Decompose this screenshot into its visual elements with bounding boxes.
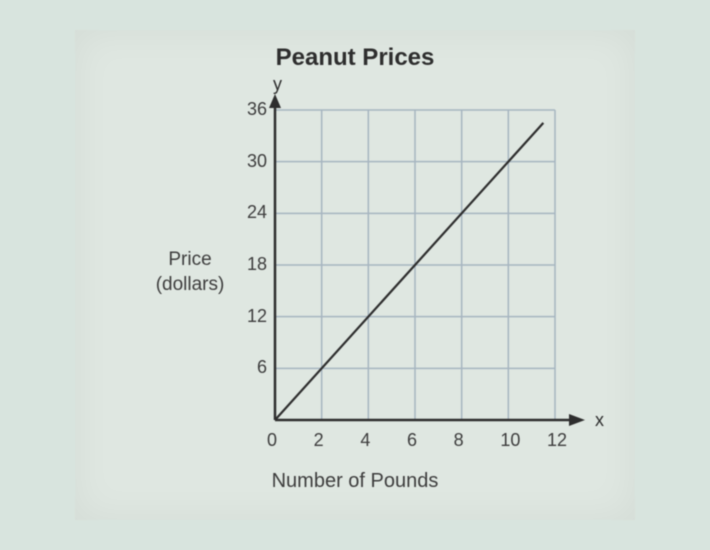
y-tick: 18 xyxy=(247,254,267,275)
x-axis-label: Number of Pounds xyxy=(75,470,635,493)
y-axis-label: Price (dollars) xyxy=(135,248,245,297)
y-tick: 24 xyxy=(247,202,267,223)
x-tick: 4 xyxy=(360,430,370,451)
y-axis-label-line2: (dollars) xyxy=(156,274,225,295)
x-tick: 0 xyxy=(267,430,277,451)
chart-card: Peanut Prices y x Price (dollars) 612182… xyxy=(75,30,635,520)
x-tick: 2 xyxy=(314,430,324,451)
x-tick: 6 xyxy=(407,430,417,451)
x-tick: 12 xyxy=(547,430,567,451)
y-tick: 6 xyxy=(257,357,267,378)
y-tick: 30 xyxy=(247,151,267,172)
x-tick: 10 xyxy=(500,430,520,451)
y-tick: 36 xyxy=(247,99,267,120)
chart-title: Peanut Prices xyxy=(75,44,635,72)
y-axis-label-line1: Price xyxy=(168,249,211,270)
y-tick: 12 xyxy=(247,306,267,327)
plot-area xyxy=(265,90,605,460)
x-tick: 8 xyxy=(454,430,464,451)
